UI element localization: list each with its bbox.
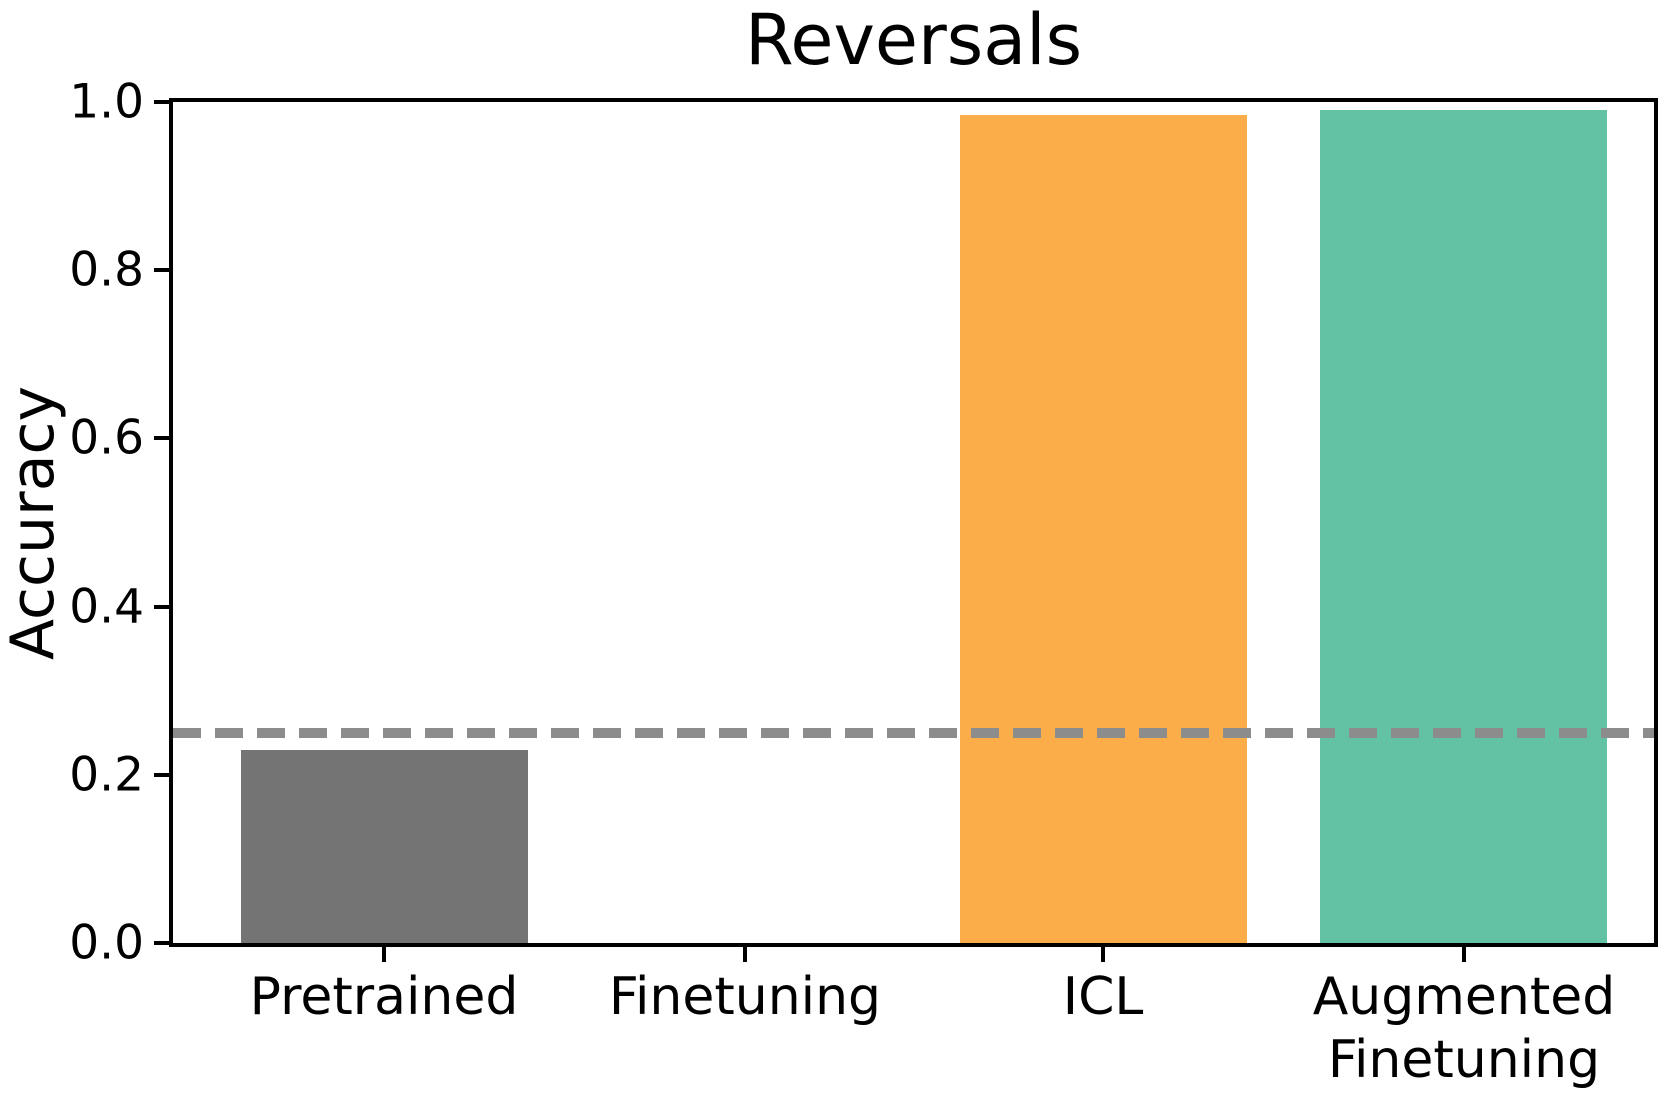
bar-icl xyxy=(959,114,1247,943)
y-tick-label: 0.6 xyxy=(69,410,144,466)
x-tick-mark xyxy=(382,947,387,962)
bar-pretrained xyxy=(240,749,528,943)
y-tick-label: 0.4 xyxy=(69,579,144,635)
y-tick-mark xyxy=(154,772,169,777)
y-tick-label: 1.0 xyxy=(69,74,144,130)
x-tick-label-icl: ICL xyxy=(1062,967,1144,1027)
y-tick-label: 0.2 xyxy=(69,747,144,803)
y-tick-mark xyxy=(154,941,169,945)
plot-area: 0.0 0.2 0.4 0.6 0.8 1.0 Pretrained Finetuning IC… xyxy=(69,79,1658,1090)
y-axis-label: Accuracy xyxy=(0,386,68,660)
x-tick-label-augmented-finetuning: Augmented Finetuning xyxy=(1312,967,1616,1091)
chance-reference-line xyxy=(173,727,1654,738)
x-tick-label-pretrained: Pretrained xyxy=(249,967,519,1027)
chart-title: Reversals xyxy=(744,0,1083,81)
y-tick-label: 0.8 xyxy=(69,242,144,298)
y-tick-label: 0.0 xyxy=(69,915,144,971)
y-tick-mark xyxy=(154,268,169,273)
x-tick-mark xyxy=(742,947,747,962)
y-tick-mark xyxy=(154,100,169,104)
x-tick-mark xyxy=(1101,947,1106,962)
x-tick-label-finetuning: Finetuning xyxy=(608,967,882,1027)
x-tick-mark xyxy=(1461,947,1466,962)
y-tick-mark xyxy=(154,604,169,609)
bar-augmented-finetuning xyxy=(1320,110,1608,943)
y-tick-mark xyxy=(154,436,169,441)
